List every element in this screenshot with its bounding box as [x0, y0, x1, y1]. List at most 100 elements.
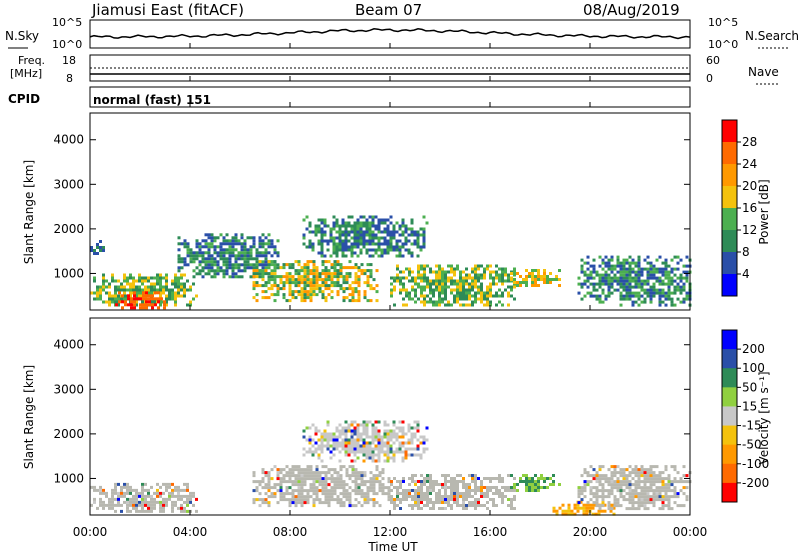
echo-cell [649, 465, 653, 469]
echo-cell [129, 282, 132, 286]
echo-cell [643, 282, 647, 286]
echo-cell [126, 485, 129, 489]
echo-cell [312, 269, 316, 273]
echo-cell [282, 296, 286, 300]
echo-cell [365, 450, 369, 454]
echo-cell [619, 483, 623, 487]
echo-cell [613, 501, 617, 505]
echo-cell [447, 504, 450, 507]
echo-cell [371, 221, 375, 225]
echo-cell [380, 251, 384, 255]
colorbar-swatch [722, 482, 737, 503]
echo-cell [330, 263, 334, 267]
echo-cell [426, 300, 429, 304]
echo-cell [419, 453, 423, 457]
echo-cell [348, 465, 352, 469]
echo-cell [318, 272, 322, 276]
echo-cell [276, 284, 280, 288]
echo-cell [501, 480, 504, 483]
echo-cell [321, 293, 325, 297]
echo-cell [628, 273, 632, 277]
echo-cell [595, 495, 599, 499]
echo-cell [377, 248, 381, 252]
echo-cell [441, 270, 444, 274]
echo-cell [294, 495, 298, 499]
x-tick-label: 12:00 [373, 525, 408, 539]
echo-cell [528, 477, 531, 480]
echo-cell [365, 429, 369, 433]
echo-cell [631, 294, 635, 298]
echo-cell [637, 303, 641, 307]
echo-cell [673, 486, 677, 490]
echo-cell [108, 506, 111, 510]
echo-cell [192, 491, 195, 495]
echo-cell [628, 255, 632, 259]
echo-cell [426, 285, 429, 289]
echo-cell [456, 288, 459, 292]
echo-cell [398, 450, 402, 454]
echo-cell [344, 233, 348, 237]
echo-cell [649, 273, 653, 277]
echo-cell [411, 477, 414, 480]
echo-cell [583, 261, 587, 265]
echo-cell [673, 468, 677, 472]
echo-cell [264, 492, 268, 496]
echo-cell [468, 492, 471, 495]
echo-cell [93, 497, 96, 501]
echo-cell [165, 276, 168, 280]
echo-cell [393, 501, 396, 504]
echo-cell [459, 279, 462, 283]
echo-cell [207, 254, 211, 258]
echo-cell [228, 242, 232, 246]
echo-cell [586, 267, 590, 271]
echo-cell [426, 492, 429, 495]
echo-cell [342, 266, 346, 270]
echo-cell [294, 278, 298, 282]
echo-cell [228, 239, 232, 243]
echo-cell [655, 267, 659, 271]
echo-cell [126, 491, 129, 495]
echo-cell [323, 239, 327, 243]
echo-cell [356, 447, 360, 451]
echo-cell [607, 291, 611, 295]
echo-cell [429, 474, 432, 477]
echo-cell [357, 471, 361, 475]
echo-cell [332, 435, 336, 439]
echo-cell [438, 495, 441, 498]
echo-cell [390, 276, 393, 280]
echo-cell [195, 497, 198, 501]
echo-cell [102, 276, 105, 280]
echo-cell [643, 267, 647, 271]
echo-cell [345, 471, 349, 475]
echo-cell [447, 264, 450, 268]
echo-cell [267, 486, 271, 490]
y-tick-label: 1000 [53, 266, 84, 280]
echo-cell [344, 432, 348, 436]
echo-cell [326, 420, 330, 424]
echo-cell [676, 276, 680, 280]
echo-cell [486, 267, 489, 271]
echo-cell [276, 474, 280, 478]
echo-cell [402, 288, 405, 292]
echo-cell [332, 224, 336, 228]
echo-cell [471, 279, 474, 283]
echo-cell [353, 450, 357, 454]
echo-cell [124, 303, 127, 307]
echo-cell [592, 282, 596, 286]
echo-cell [273, 269, 277, 273]
echo-cell [573, 512, 577, 516]
echo-cell [649, 276, 653, 280]
echo-cell [622, 261, 626, 265]
echo-cell [652, 264, 656, 268]
echo-cell [679, 279, 683, 283]
echo-cell [320, 438, 324, 442]
echo-cell [114, 491, 117, 495]
echo-cell [261, 278, 265, 282]
echo-cell [177, 491, 180, 495]
echo-cell [420, 483, 423, 486]
echo-cell [381, 486, 385, 490]
echo-cell [398, 224, 402, 228]
echo-cell [246, 266, 250, 270]
echo-cell [219, 251, 223, 255]
echo-cell [303, 293, 307, 297]
